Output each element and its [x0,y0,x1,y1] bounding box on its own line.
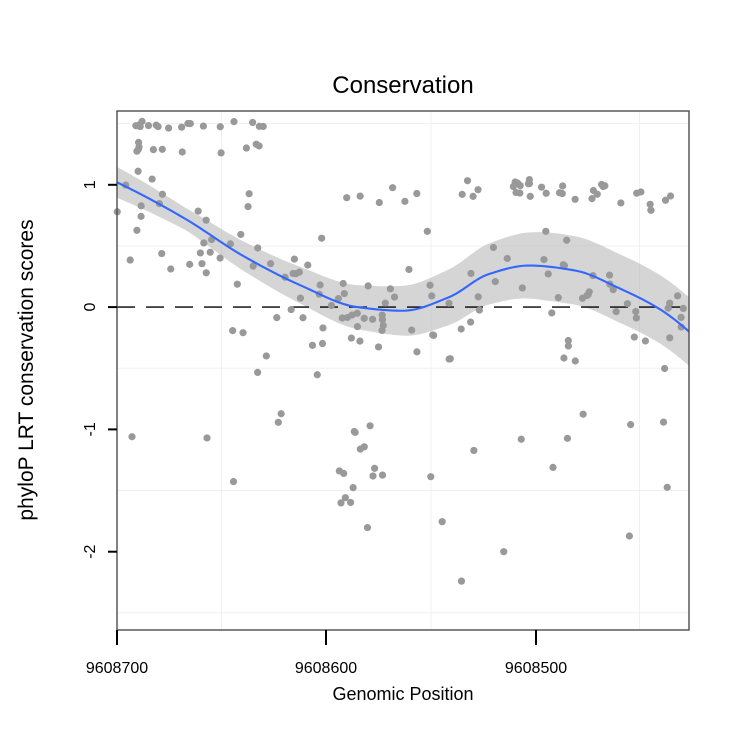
svg-text:Conservation: Conservation [332,72,473,99]
svg-text:9608500: 9608500 [505,660,567,677]
svg-text:-2: -2 [82,544,99,558]
svg-text:0: 0 [82,303,99,312]
svg-text:phyloP LRT conservation scores: phyloP LRT conservation scores [15,219,38,520]
svg-text:-1: -1 [82,422,99,436]
svg-text:Genomic Position: Genomic Position [332,684,473,704]
svg-text:9608700: 9608700 [86,660,148,677]
svg-text:9608600: 9608600 [295,660,357,677]
svg-text:1: 1 [82,180,99,189]
